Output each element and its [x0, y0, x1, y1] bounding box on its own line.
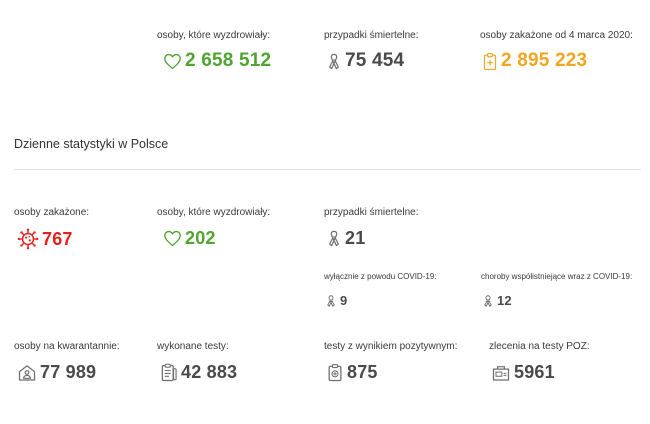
clipboard-cross-icon — [482, 52, 498, 71]
daily-recovered-label: osoby, które wyzdrowiały: — [157, 207, 271, 218]
virus-icon — [17, 228, 39, 250]
ribbon-icon — [482, 294, 494, 308]
deaths-covid-only-label: wyłącznie z powodu COVID-19: — [324, 272, 437, 281]
deaths-comorbid-label: choroby współistniejące wraz z COVID-19: — [481, 272, 633, 281]
quarantine-value: 77 989 — [40, 362, 97, 382]
total-infected-value: 2 895 223 — [501, 50, 588, 71]
daily-infected-label: osoby zakażone: — [14, 207, 90, 218]
ribbon-icon — [326, 52, 342, 71]
tests-value: 42 883 — [181, 362, 238, 382]
ribbon-icon — [325, 294, 337, 308]
daily-deaths-value: 21 — [345, 228, 366, 248]
deaths-comorbid-value: 12 — [497, 293, 512, 308]
total-recovered-stat: 2 658 512 — [163, 50, 271, 72]
daily-deaths-label: przypadki śmiertelne: — [324, 207, 419, 218]
quarantine-stat: 77 989 — [17, 362, 96, 383]
daily-infected-value: 767 — [42, 228, 73, 249]
deaths-covid-only-stat: 9 — [325, 293, 347, 308]
total-deaths-stat: 75 454 — [326, 50, 404, 72]
heart-icon — [163, 230, 182, 247]
positive-tests-label: testy z wynikiem pozytywnym: — [324, 341, 458, 352]
daily-recovered-value: 202 — [185, 228, 216, 248]
daily-deaths-stat: 21 — [326, 228, 365, 249]
deaths-covid-only-value: 9 — [340, 293, 348, 308]
poz-orders-label: zlecenia na testy POZ: — [489, 341, 590, 352]
house-person-icon — [17, 363, 37, 382]
poz-order-icon — [491, 363, 511, 382]
deaths-comorbid-stat: 12 — [482, 293, 512, 308]
ribbon-icon — [326, 229, 342, 248]
total-deaths-label: przypadki śmiertelne: — [324, 30, 419, 41]
section-divider — [14, 169, 641, 170]
tests-label: wykonane testy: — [157, 341, 229, 352]
daily-recovered-stat: 202 — [163, 228, 216, 249]
total-recovered-value: 2 658 512 — [185, 50, 272, 71]
poz-orders-value: 5961 — [514, 362, 555, 382]
positive-test-icon — [326, 363, 344, 383]
positive-tests-value: 875 — [347, 362, 378, 382]
daily-infected-stat: 767 — [17, 228, 73, 250]
poz-orders-stat: 5961 — [491, 362, 555, 383]
quarantine-label: osoby na kwarantannie: — [14, 341, 120, 352]
heart-icon — [163, 53, 182, 70]
total-infected-stat: 2 895 223 — [482, 50, 587, 72]
total-deaths-value: 75 454 — [345, 50, 405, 71]
test-list-icon — [160, 363, 178, 383]
section-title: Dzienne statystyki w Polsce — [14, 137, 169, 151]
total-recovered-label: osoby, które wyzdrowiały: — [157, 30, 271, 41]
total-infected-label: osoby zakażone od 4 marca 2020: — [480, 30, 633, 41]
tests-stat: 42 883 — [160, 362, 237, 383]
positive-tests-stat: 875 — [326, 362, 378, 383]
